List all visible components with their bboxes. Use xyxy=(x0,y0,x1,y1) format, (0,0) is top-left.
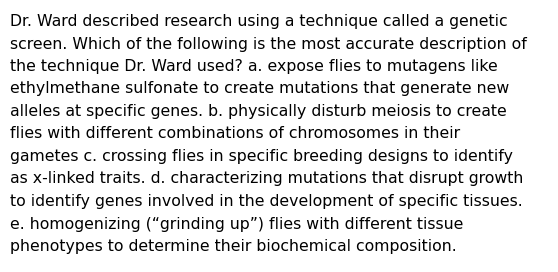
Text: alleles at specific genes. b. physically disturb meiosis to create: alleles at specific genes. b. physically… xyxy=(10,104,507,119)
Text: the technique Dr. Ward used? a. expose flies to mutagens like: the technique Dr. Ward used? a. expose f… xyxy=(10,59,498,74)
Text: Dr. Ward described research using a technique called a genetic: Dr. Ward described research using a tech… xyxy=(10,14,508,29)
Text: screen. Which of the following is the most accurate description of: screen. Which of the following is the mo… xyxy=(10,36,527,51)
Text: as x-linked traits. d. characterizing mutations that disrupt growth: as x-linked traits. d. characterizing mu… xyxy=(10,172,523,187)
Text: e. homogenizing (“grinding up”) flies with different tissue: e. homogenizing (“grinding up”) flies wi… xyxy=(10,217,463,231)
Text: phenotypes to determine their biochemical composition.: phenotypes to determine their biochemica… xyxy=(10,239,457,254)
Text: gametes c. crossing flies in specific breeding designs to identify: gametes c. crossing flies in specific br… xyxy=(10,149,513,164)
Text: to identify genes involved in the development of specific tissues.: to identify genes involved in the develo… xyxy=(10,194,523,209)
Text: ethylmethane sulfonate to create mutations that generate new: ethylmethane sulfonate to create mutatio… xyxy=(10,82,509,97)
Text: flies with different combinations of chromosomes in their: flies with different combinations of chr… xyxy=(10,126,460,141)
